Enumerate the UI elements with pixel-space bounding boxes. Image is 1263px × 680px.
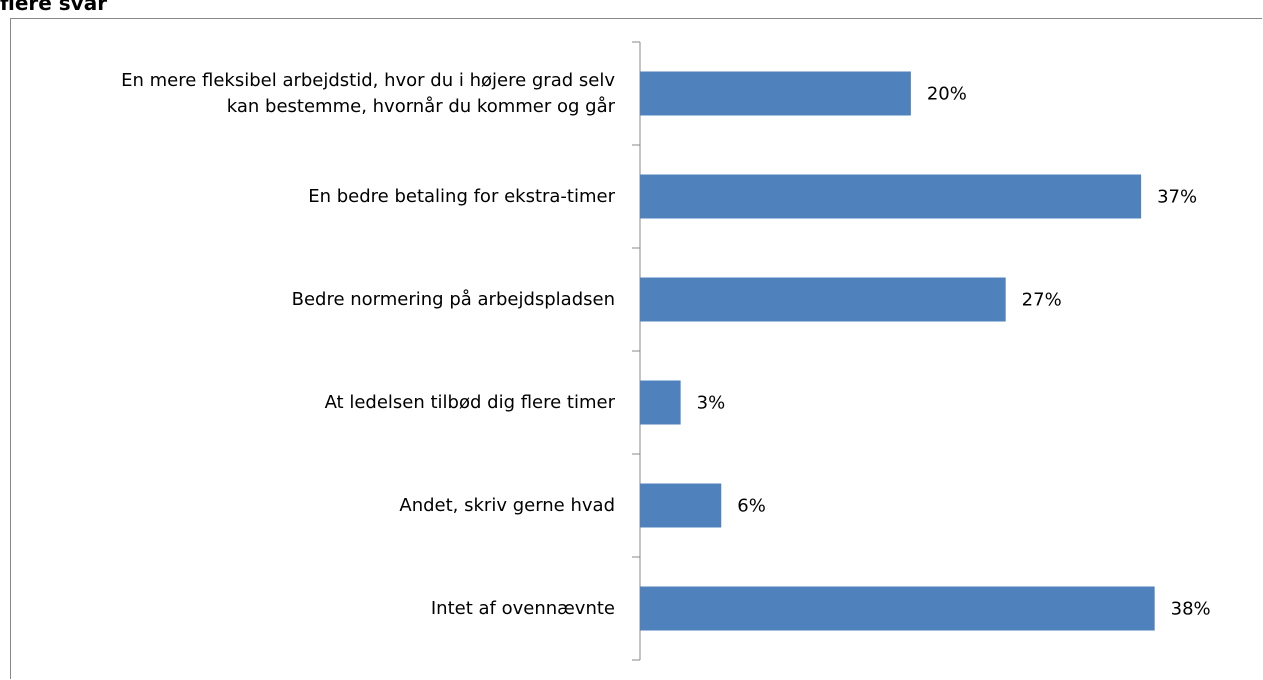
category-label: Intet af ovennævnte — [430, 597, 615, 619]
category-label: Andet, skriv gerne hvad — [399, 494, 615, 516]
value-label: 3% — [696, 392, 726, 413]
bar — [640, 277, 1006, 322]
value-label: 37% — [1157, 186, 1198, 207]
chart-frame — [10, 18, 1262, 679]
bar — [640, 71, 911, 116]
category-label: En bedre betaling for ekstra-timer — [308, 185, 615, 207]
value-label: 38% — [1170, 598, 1211, 619]
category-label: At ledelsen tilbød dig flere timer — [324, 391, 615, 413]
chart-title: flere svar — [0, 0, 108, 15]
bar — [640, 174, 1142, 219]
category-label: En mere fleksibel arbejdstid, hvor du i … — [121, 69, 615, 117]
value-label: 20% — [926, 83, 967, 104]
value-label: 6% — [737, 495, 766, 516]
bar — [640, 483, 722, 528]
bar — [640, 586, 1155, 631]
category-label: Bedre normering på arbejdspladsen — [291, 288, 615, 310]
bar — [640, 380, 681, 425]
value-label: 27% — [1021, 289, 1062, 310]
